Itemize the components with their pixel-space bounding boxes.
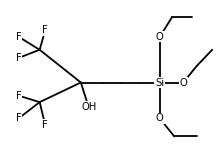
Text: O: O [156, 32, 164, 42]
Text: O: O [179, 78, 187, 87]
Text: OH: OH [81, 102, 96, 112]
Text: F: F [42, 120, 48, 130]
Text: F: F [16, 53, 21, 63]
Text: F: F [16, 91, 21, 101]
Text: Si: Si [155, 78, 164, 87]
Text: O: O [156, 114, 164, 123]
Text: F: F [16, 114, 21, 123]
Text: F: F [42, 25, 48, 35]
Text: F: F [16, 32, 21, 42]
